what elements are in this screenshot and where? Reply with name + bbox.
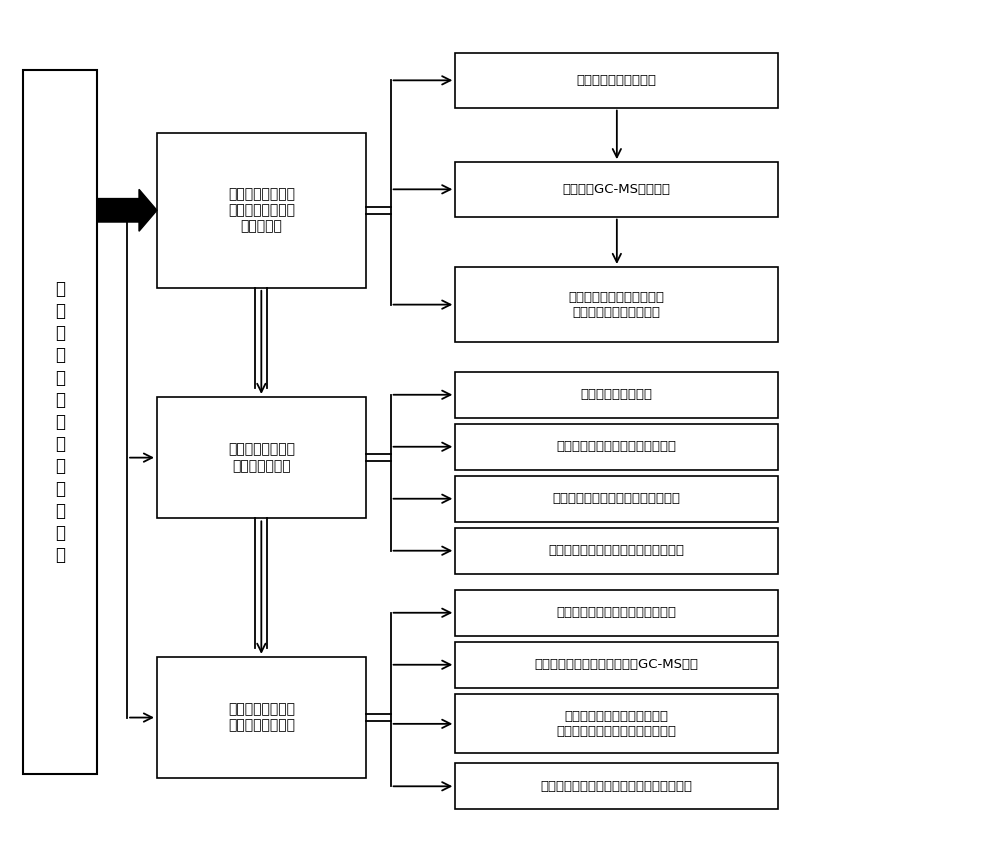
Bar <box>157 657 366 778</box>
Text: 中
深
层
天
然
气
藏
充
注
途
径
示
踪: 中 深 层 天 然 气 藏 充 注 途 径 示 踪 <box>55 280 65 564</box>
Text: 计算示踪生物标志物参数值，示踪充注途径: 计算示踪生物标志物参数值，示踪充注途径 <box>541 780 693 793</box>
Text: 原油裂解成气模拟实验: 原油裂解成气模拟实验 <box>577 73 657 87</box>
Bar <box>157 397 366 518</box>
Bar <box>455 763 778 809</box>
Text: 分子筛预热、检查装置、联接井口: 分子筛预热、检查装置、联接井口 <box>557 441 677 453</box>
Bar <box>455 590 778 636</box>
Text: 积分生物标志物质谱峰面积，
获取生物标志物相对丰度定量数据: 积分生物标志物质谱峰面积， 获取生物标志物相对丰度定量数据 <box>557 710 677 738</box>
Text: 实验产物GC-MS监测分析: 实验产物GC-MS监测分析 <box>563 183 671 196</box>
Bar <box>23 70 97 774</box>
Text: 设计分子筛采集装置: 设计分子筛采集装置 <box>581 388 653 401</box>
Bar <box>455 371 778 418</box>
Bar <box>455 528 778 574</box>
Bar <box>455 641 778 688</box>
Bar <box>455 267 778 343</box>
Text: 解析的混合物进行抽提和成分分离: 解析的混合物进行抽提和成分分离 <box>557 606 677 619</box>
Text: 计算生物标志物比值参数，
检测其随温度的演化特征: 计算生物标志物比值参数， 检测其随温度的演化特征 <box>569 290 665 319</box>
Text: 对分离出的饱和烃、芳烃进行GC-MS检测: 对分离出的饱和烃、芳烃进行GC-MS检测 <box>535 658 699 671</box>
Bar <box>455 476 778 522</box>
Polygon shape <box>97 189 157 231</box>
Bar <box>455 53 778 107</box>
Text: 井口天然气吸附的
生物标志物采集: 井口天然气吸附的 生物标志物采集 <box>228 442 295 473</box>
Bar <box>455 424 778 470</box>
Text: 筛选能示踪天然气
藏充注方向的生物
标志物参数: 筛选能示踪天然气 藏充注方向的生物 标志物参数 <box>228 187 295 234</box>
Text: 对分子筛中吸附的生物标志物进行解析: 对分子筛中吸附的生物标志物进行解析 <box>549 544 685 557</box>
Text: 计算参数值，示踪
天然气藏充注途径: 计算参数值，示踪 天然气藏充注途径 <box>228 702 295 733</box>
Bar <box>455 695 778 753</box>
Text: 调控井口气流，开始天然气样品采集: 调控井口气流，开始天然气样品采集 <box>553 492 681 506</box>
Bar <box>455 162 778 217</box>
Bar <box>157 133 366 288</box>
